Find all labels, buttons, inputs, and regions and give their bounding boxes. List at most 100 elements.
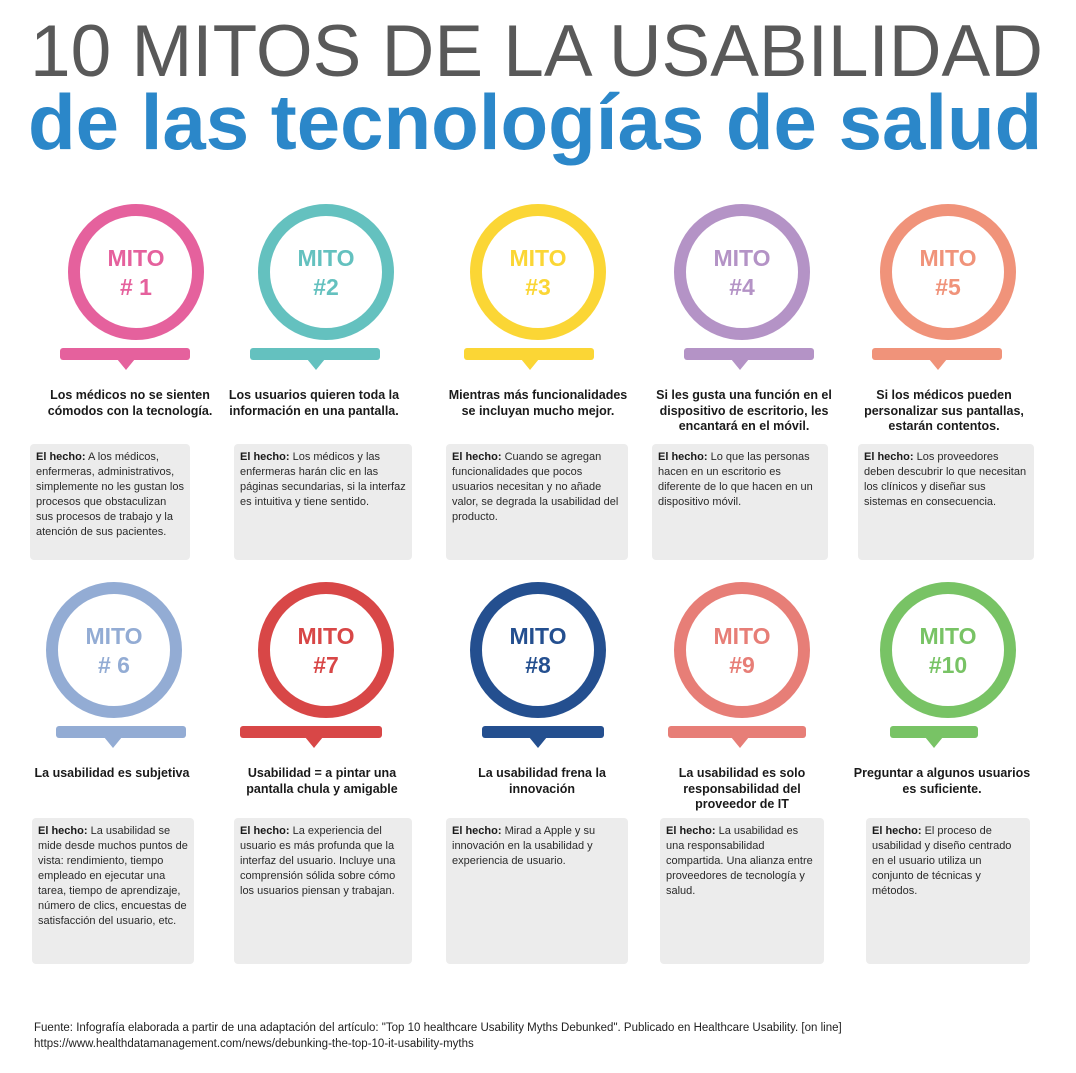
myth-title: Los usuarios quieren toda la información… xyxy=(228,388,400,418)
fact-text: Los proveedores deben descubrir lo que n… xyxy=(864,451,1027,508)
myth-label: MITO xyxy=(509,623,567,649)
page-title: 10 MITOS DE LA USABILIDAD xyxy=(30,11,1043,92)
myth-number: #4 xyxy=(729,274,755,300)
fact-label: El hecho: xyxy=(240,451,290,463)
myth-badge: MITO # 1 xyxy=(68,204,204,340)
myth-badge: MITO # 6 xyxy=(46,582,182,718)
myth-badge: MITO #3 xyxy=(470,204,606,340)
fact-text: A los médicos, enfermeras, administrativ… xyxy=(36,451,184,538)
myth-pin-icon: MITO # 1 xyxy=(36,204,236,370)
fact-box: El hecho: A los médicos, enfermeras, adm… xyxy=(30,444,190,560)
pin-pointer xyxy=(731,359,749,370)
myth-label: MITO xyxy=(919,623,977,649)
myth-pin-icon: MITO #8 xyxy=(456,582,656,748)
pin-pointer xyxy=(529,737,547,748)
myth-label: MITO xyxy=(509,245,567,271)
pin-bar xyxy=(240,726,382,738)
myth-pin-icon: MITO #2 xyxy=(244,204,444,370)
fact-text: Mirad a Apple y su innovación en la usab… xyxy=(452,825,596,867)
myth-title: La usabilidad es subjetiva xyxy=(34,766,190,780)
fact-text: Los médicos y las enfermeras harán clic … xyxy=(240,451,406,508)
fact-label: El hecho: xyxy=(666,825,716,837)
myth-number: #8 xyxy=(525,652,551,678)
myth-badge: MITO #5 xyxy=(880,204,1016,340)
fact-text: El proceso de usabilidad y diseño centra… xyxy=(872,825,1012,897)
fact-text: Cuando se agregan funcionalidades que po… xyxy=(452,451,619,523)
myth-title: La usabilidad es solo responsabilidad de… xyxy=(678,766,806,811)
myth-badge: MITO #7 xyxy=(258,582,394,718)
fact-label: El hecho: xyxy=(872,825,922,837)
myth-label: MITO xyxy=(713,623,771,649)
pin-bar xyxy=(482,726,604,738)
myth-number: #9 xyxy=(729,652,755,678)
myth-number: #7 xyxy=(313,652,339,678)
myth-label: MITO xyxy=(297,623,355,649)
pin-bar xyxy=(872,348,1002,360)
fact-text: La usabilidad se mide desde muchos punto… xyxy=(38,825,188,927)
pin-pointer xyxy=(929,359,947,370)
pin-pointer xyxy=(731,737,749,748)
pin-bar xyxy=(56,726,186,738)
myth-pin-icon: MITO #4 xyxy=(660,204,860,370)
myth-label: MITO xyxy=(107,245,165,271)
myth-pin-icon: MITO # 6 xyxy=(36,582,236,748)
myth-label: MITO xyxy=(85,623,143,649)
fact-label: El hecho: xyxy=(452,451,502,463)
myth-number: # 6 xyxy=(98,652,130,678)
fact-box: El hecho: Cuando se agregan funcionalida… xyxy=(446,444,628,560)
myth-title: Mientras más funcionalidades se incluyan… xyxy=(448,388,628,418)
pin-pointer xyxy=(104,737,122,748)
myth-label: MITO xyxy=(713,245,771,271)
fact-box: El hecho: Los proveedores deben descubri… xyxy=(858,444,1034,560)
pin-bar xyxy=(250,348,380,360)
myth-title: Preguntar a algunos usuarios es suficien… xyxy=(853,766,1031,796)
pin-bar xyxy=(464,348,594,360)
source-footer: Fuente: Infografía elaborada a partir de… xyxy=(34,1020,1054,1052)
fact-label: El hecho: xyxy=(658,451,708,463)
pin-bar xyxy=(60,348,190,360)
pin-bar xyxy=(668,726,806,738)
fact-text: La experiencia del usuario es más profun… xyxy=(240,825,396,897)
myth-badge: MITO #2 xyxy=(258,204,394,340)
fact-box: El hecho: El proceso de usabilidad y dis… xyxy=(866,818,1030,964)
fact-label: El hecho: xyxy=(36,451,86,463)
myth-pin-icon: MITO #5 xyxy=(866,204,1066,370)
myth-title: Si les gusta una función en el dispositi… xyxy=(656,388,832,433)
pin-pointer xyxy=(305,737,323,748)
myth-pin-icon: MITO #7 xyxy=(240,582,444,748)
fact-text: Lo que las personas hacen en un escritor… xyxy=(658,451,813,508)
myth-number: #10 xyxy=(928,652,968,678)
fact-label: El hecho: xyxy=(452,825,502,837)
myth-number: #3 xyxy=(525,274,551,300)
myth-pin-icon: MITO #3 xyxy=(456,204,656,370)
pin-pointer xyxy=(521,359,539,370)
pin-pointer xyxy=(307,359,325,370)
fact-box: El hecho: Lo que las personas hacen en u… xyxy=(652,444,828,560)
fact-text: La usabilidad es una responsabilidad com… xyxy=(666,825,813,897)
source-url: https://www.healthdatamanagement.com/new… xyxy=(34,1038,474,1050)
myth-badge: MITO #4 xyxy=(674,204,810,340)
myth-number: # 1 xyxy=(120,274,152,300)
pin-pointer xyxy=(117,359,135,370)
myth-number: #2 xyxy=(313,274,339,300)
myth-number: #5 xyxy=(935,274,961,300)
myth-pin-icon: MITO #9 xyxy=(660,582,860,748)
myth-label: MITO xyxy=(297,245,355,271)
fact-box: El hecho: La usabilidad se mide desde mu… xyxy=(32,818,194,964)
myth-pin-icon: MITO #10 xyxy=(866,582,1066,748)
myth-badge: MITO #9 xyxy=(674,582,810,718)
pin-pointer xyxy=(925,737,943,748)
myth-badge: MITO #8 xyxy=(470,582,606,718)
pin-bar xyxy=(890,726,978,738)
fact-box: El hecho: La experiencia del usuario es … xyxy=(234,818,412,964)
myth-title: Usabilidad = a pintar una pantalla chula… xyxy=(246,766,398,796)
source-citation: Fuente: Infografía elaborada a partir de… xyxy=(34,1022,842,1034)
myth-title: La usabilidad frena la innovación xyxy=(478,766,606,796)
myth-label: MITO xyxy=(919,245,977,271)
page-subtitle: de las tecnologías de salud xyxy=(28,78,1043,166)
fact-label: El hecho: xyxy=(38,825,88,837)
myth-title: Los médicos no se sienten cómodos con la… xyxy=(47,388,213,418)
fact-label: El hecho: xyxy=(864,451,914,463)
pin-bar xyxy=(684,348,814,360)
fact-box: El hecho: La usabilidad es una responsab… xyxy=(660,818,824,964)
